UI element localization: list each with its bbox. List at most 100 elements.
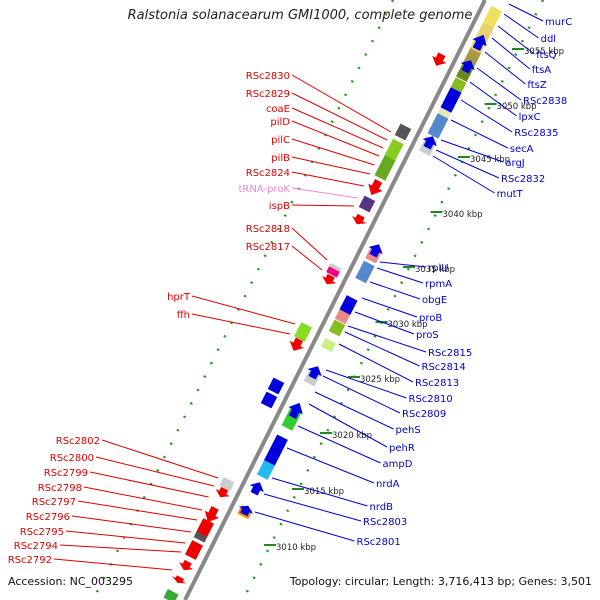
right-gene-label: ddl <box>541 34 556 45</box>
right-label-leader-line <box>314 391 394 430</box>
left-label-leader-line <box>65 530 186 544</box>
right-gene-label: ftsA <box>532 65 551 76</box>
right-gene-label: rplU <box>428 263 449 274</box>
right-label-leader-line <box>369 281 421 300</box>
gene-feature-50 <box>163 588 179 600</box>
right-gene-label: rpmA <box>425 279 452 290</box>
kbp-tick-label: 3055 kbp <box>524 47 564 57</box>
right-gene-label: pehS <box>396 425 421 436</box>
gene-feature-36 <box>326 266 340 278</box>
right-label-leader-line <box>491 37 531 70</box>
left-gene-label: ffh <box>177 310 190 321</box>
right-gene-label: RSc2832 <box>501 174 545 185</box>
gene-feature-45 <box>196 518 214 538</box>
left-label-leader-line <box>291 92 388 141</box>
left-gene-label: RSc2794 <box>14 541 58 552</box>
left-gene-label: RSc2829 <box>246 89 290 100</box>
gene-feature-42 <box>219 476 235 492</box>
right-gene-label: ftsZ <box>527 80 546 91</box>
gene-feature-31 <box>264 434 288 466</box>
right-label-leader-line <box>497 25 535 55</box>
right-label-leader-line <box>344 331 420 367</box>
left-gene-label: RSc2796 <box>26 512 70 523</box>
gene-feature-15 <box>374 155 396 181</box>
left-gene-label: pilC <box>271 135 290 146</box>
right-gene-label: secA <box>510 144 534 155</box>
right-label-leader-line <box>308 403 388 448</box>
right-gene-label: RSc2835 <box>514 128 558 139</box>
gene-feature-29 <box>288 402 303 419</box>
gene-feature-12 <box>432 52 447 66</box>
left-label-leader-line <box>83 486 203 511</box>
left-gene-label: ispB <box>269 201 290 212</box>
right-gene-label: murC <box>545 17 572 28</box>
left-gene-label: RSc2802 <box>56 436 100 447</box>
gene-feature-21 <box>368 244 383 258</box>
left-label-leader-line <box>291 227 328 261</box>
left-gene-label: RSc2830 <box>246 71 290 82</box>
right-gene-label: mutT <box>497 189 524 200</box>
left-gene-label: RSc2824 <box>246 168 290 179</box>
topology-text: Topology: circular; Length: 3,716,413 bp… <box>289 575 592 588</box>
right-label-leader-line <box>263 493 362 522</box>
right-gene-label: RSc2814 <box>422 362 466 373</box>
right-label-leader-line <box>435 149 500 179</box>
right-label-leader-line <box>379 261 427 268</box>
right-label-leader-line <box>476 67 522 101</box>
left-label-leader-line <box>101 439 219 479</box>
gene-feature-40 <box>267 377 285 395</box>
gene-feature-37 <box>322 273 337 285</box>
right-gene-label: RSc2801 <box>357 537 401 548</box>
gene-feature-14 <box>384 138 404 162</box>
right-label-leader-line <box>484 51 526 85</box>
gene-feature-23 <box>328 319 346 337</box>
left-label-leader-line <box>53 558 173 571</box>
gene-feature-25 <box>320 337 337 353</box>
left-gene-label: RSc2798 <box>38 483 82 494</box>
left-label-leader-line <box>291 138 375 166</box>
kbp-tick-label: 3045 kbp <box>470 155 510 165</box>
left-gene-label: RSc2795 <box>20 527 64 538</box>
right-label-leader-line <box>297 425 381 464</box>
right-gene-label: RSc2810 <box>409 394 453 405</box>
gene-feature-18 <box>352 213 367 225</box>
left-gene-label: pilD <box>270 117 290 128</box>
right-label-leader-line <box>376 267 424 284</box>
right-label-leader-line <box>354 311 415 335</box>
right-gene-label: obgE <box>422 295 447 306</box>
right-label-leader-line <box>508 3 544 22</box>
left-label-leader-line <box>95 456 215 487</box>
accession-text: Accession: NC_003295 <box>8 575 134 588</box>
left-gene-label: hprT <box>167 292 191 303</box>
kbp-tick-label: 3015 kbp <box>304 487 344 497</box>
left-label-leader-line <box>77 500 198 521</box>
gene-feature-8 <box>472 34 487 51</box>
kbp-tick-label: 3030 kbp <box>388 320 428 330</box>
right-gene-label: RSc2803 <box>363 517 407 528</box>
gene-feature-16 <box>368 179 383 196</box>
left-label-leader-line <box>291 171 365 187</box>
left-gene-label: RSc2792 <box>8 555 52 566</box>
right-label-leader-line <box>440 139 504 163</box>
left-label-leader-line <box>291 204 355 207</box>
genome-backbone-line <box>183 0 487 600</box>
left-label-leader-line <box>291 156 371 175</box>
gene-feature-10 <box>440 87 462 113</box>
gene-feature-47 <box>185 540 203 560</box>
gene-feature-24 <box>339 295 358 315</box>
right-label-leader-line <box>432 155 495 194</box>
gene-feature-41 <box>260 391 278 409</box>
right-gene-label: RSc2813 <box>415 378 459 389</box>
right-gene-label: ampD <box>383 459 413 470</box>
right-label-leader-line <box>325 369 407 399</box>
left-label-leader-line <box>291 107 384 149</box>
left-gene-label: pilB <box>271 153 290 164</box>
gene-feature-34 <box>238 505 253 517</box>
kbp-tick-label: 3035 kbp <box>415 265 455 275</box>
right-label-leader-line <box>469 81 517 117</box>
left-gene-label: RSc2799 <box>44 468 88 479</box>
right-gene-label: lpxC <box>519 112 541 123</box>
gene-feature-6 <box>427 113 449 139</box>
right-label-leader-line <box>254 511 355 542</box>
